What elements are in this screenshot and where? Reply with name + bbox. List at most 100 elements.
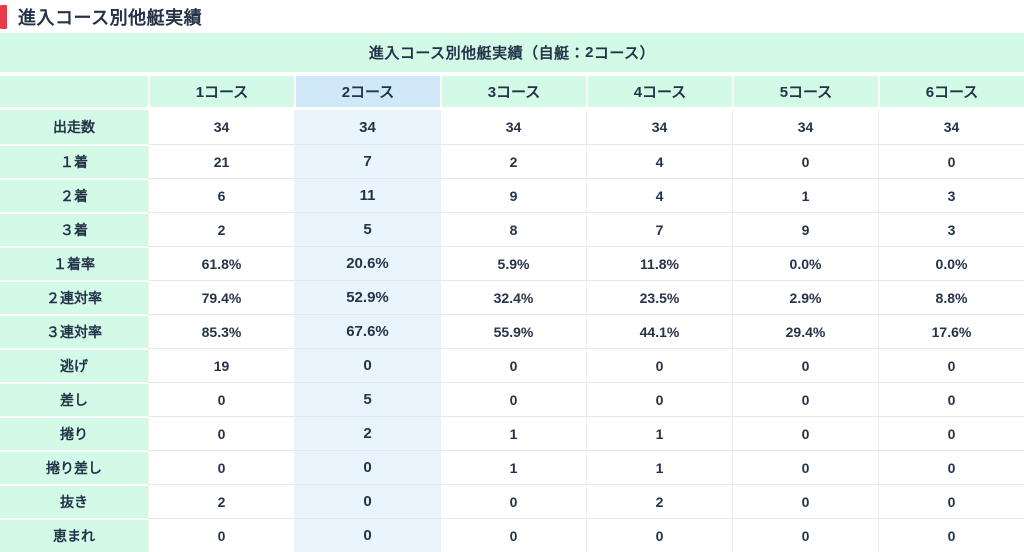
cell-course3-second-place: 9 bbox=[440, 178, 586, 212]
cell-course4-starts: 34 bbox=[586, 110, 732, 144]
cell-course5-makuri: 0 bbox=[732, 416, 878, 450]
row-label-megumare: 恵まれ bbox=[0, 518, 148, 552]
course-results-table: 1コース 2コース 3コース 4コース 5コース 6コース 出走数 34 34 34 34 34 34… bbox=[0, 76, 1024, 552]
table-row-sashi: 差し 0 5 0 0 0 0 bbox=[0, 382, 1024, 416]
cell-course1-win-rate: 61.8% bbox=[148, 246, 294, 280]
cell-course4-win-rate: 11.8% bbox=[586, 246, 732, 280]
cell-course2-makuri: 2 bbox=[294, 416, 440, 450]
cell-course6-nuki: 0 bbox=[878, 484, 1024, 518]
cell-course3-makuri: 1 bbox=[440, 416, 586, 450]
page-header: 進入コース別他艇実績 bbox=[0, 0, 1024, 33]
row-label-third-place: ３着 bbox=[0, 212, 148, 246]
accent-bar-icon bbox=[0, 4, 7, 29]
cell-course3-win-rate: 5.9% bbox=[440, 246, 586, 280]
cell-course1-makuri: 0 bbox=[148, 416, 294, 450]
cell-course2-makurizashi: 0 bbox=[294, 450, 440, 484]
cell-course2-second-place: 11 bbox=[294, 178, 440, 212]
banner-title-suffix: コース） bbox=[593, 45, 656, 62]
table-head: 1コース 2コース 3コース 4コース 5コース 6コース bbox=[0, 76, 1024, 110]
banner-title-prefix: 進入コース別他艇実績（自艇： bbox=[368, 45, 586, 62]
cell-course1-top2-rate: 79.4% bbox=[148, 280, 294, 314]
cell-course1-third-place: 2 bbox=[148, 212, 294, 246]
cell-course6-makurizashi: 0 bbox=[878, 450, 1024, 484]
cell-course1-first-place: 21 bbox=[148, 144, 294, 178]
cell-course3-makurizashi: 1 bbox=[440, 450, 586, 484]
cell-course3-third-place: 8 bbox=[440, 212, 586, 246]
cell-course6-win-rate: 0.0% bbox=[878, 246, 1024, 280]
cell-course1-sashi: 0 bbox=[148, 382, 294, 416]
cell-course4-top2-rate: 23.5% bbox=[586, 280, 732, 314]
row-label-top2-rate: ２連対率 bbox=[0, 280, 148, 314]
cell-course1-second-place: 6 bbox=[148, 178, 294, 212]
column-header-course3: 3コース bbox=[440, 76, 586, 110]
banner-self-course: 2 bbox=[585, 44, 594, 61]
cell-course2-sashi: 5 bbox=[294, 382, 440, 416]
cell-course5-nige: 0 bbox=[732, 348, 878, 382]
cell-course4-nuki: 2 bbox=[586, 484, 732, 518]
cell-course2-megumare: 0 bbox=[294, 518, 440, 552]
cell-course6-top2-rate: 8.8% bbox=[878, 280, 1024, 314]
cell-course6-second-place: 3 bbox=[878, 178, 1024, 212]
cell-course2-starts: 34 bbox=[294, 110, 440, 144]
column-header-course2: 2コース bbox=[294, 76, 440, 110]
cell-course3-top3-rate: 55.9% bbox=[440, 314, 586, 348]
cell-course1-starts: 34 bbox=[148, 110, 294, 144]
cell-course6-top3-rate: 17.6% bbox=[878, 314, 1024, 348]
row-label-first-place: １着 bbox=[0, 144, 148, 178]
table-header-row: 1コース 2コース 3コース 4コース 5コース 6コース bbox=[0, 76, 1024, 110]
cell-course5-starts: 34 bbox=[732, 110, 878, 144]
row-label-nige: 逃げ bbox=[0, 348, 148, 382]
table-row-nige: 逃げ 19 0 0 0 0 0 bbox=[0, 348, 1024, 382]
cell-course2-nuki: 0 bbox=[294, 484, 440, 518]
cell-course4-nige: 0 bbox=[586, 348, 732, 382]
cell-course6-starts: 34 bbox=[878, 110, 1024, 144]
cell-course2-first-place: 7 bbox=[294, 144, 440, 178]
cell-course4-makuri: 1 bbox=[586, 416, 732, 450]
cell-course3-nuki: 0 bbox=[440, 484, 586, 518]
corner-header-cell bbox=[0, 76, 148, 110]
row-label-sashi: 差し bbox=[0, 382, 148, 416]
cell-course4-megumare: 0 bbox=[586, 518, 732, 552]
column-header-course6: 6コース bbox=[878, 76, 1024, 110]
table-row-starts: 出走数 34 34 34 34 34 34 bbox=[0, 110, 1024, 144]
cell-course5-second-place: 1 bbox=[732, 178, 878, 212]
cell-course6-sashi: 0 bbox=[878, 382, 1024, 416]
cell-course1-nuki: 2 bbox=[148, 484, 294, 518]
cell-course5-megumare: 0 bbox=[732, 518, 878, 552]
table-body: 出走数 34 34 34 34 34 34 １着 21 7 2 4 0 0 ２着 6 11 9 4 1 3 ３着 2 5 8 7 9… bbox=[0, 110, 1024, 552]
cell-course6-makuri: 0 bbox=[878, 416, 1024, 450]
column-header-course1: 1コース bbox=[148, 76, 294, 110]
table-row-third-place: ３着 2 5 8 7 9 3 bbox=[0, 212, 1024, 246]
table-row-win-rate: １着率 61.8% 20.6% 5.9% 11.8% 0.0% 0.0% bbox=[0, 246, 1024, 280]
row-label-top3-rate: ３連対率 bbox=[0, 314, 148, 348]
cell-course3-sashi: 0 bbox=[440, 382, 586, 416]
row-label-starts: 出走数 bbox=[0, 110, 148, 144]
cell-course5-win-rate: 0.0% bbox=[732, 246, 878, 280]
cell-course5-third-place: 9 bbox=[732, 212, 878, 246]
table-row-first-place: １着 21 7 2 4 0 0 bbox=[0, 144, 1024, 178]
table-caption-banner: 進入コース別他艇実績（自艇： 2 コース） bbox=[0, 33, 1024, 72]
cell-course5-top2-rate: 2.9% bbox=[732, 280, 878, 314]
cell-course6-megumare: 0 bbox=[878, 518, 1024, 552]
table-row-top2-rate: ２連対率 79.4% 52.9% 32.4% 23.5% 2.9% 8.8% bbox=[0, 280, 1024, 314]
table-row-makuri: 捲り 0 2 1 1 0 0 bbox=[0, 416, 1024, 450]
cell-course1-nige: 19 bbox=[148, 348, 294, 382]
cell-course5-sashi: 0 bbox=[732, 382, 878, 416]
cell-course5-top3-rate: 29.4% bbox=[732, 314, 878, 348]
cell-course1-megumare: 0 bbox=[148, 518, 294, 552]
cell-course2-top3-rate: 67.6% bbox=[294, 314, 440, 348]
cell-course5-makurizashi: 0 bbox=[732, 450, 878, 484]
cell-course5-nuki: 0 bbox=[732, 484, 878, 518]
cell-course4-top3-rate: 44.1% bbox=[586, 314, 732, 348]
cell-course5-first-place: 0 bbox=[732, 144, 878, 178]
cell-course3-top2-rate: 32.4% bbox=[440, 280, 586, 314]
row-label-makuri: 捲り bbox=[0, 416, 148, 450]
cell-course1-makurizashi: 0 bbox=[148, 450, 294, 484]
cell-course6-nige: 0 bbox=[878, 348, 1024, 382]
table-row-top3-rate: ３連対率 85.3% 67.6% 55.9% 44.1% 29.4% 17.6% bbox=[0, 314, 1024, 348]
cell-course6-third-place: 3 bbox=[878, 212, 1024, 246]
cell-course3-starts: 34 bbox=[440, 110, 586, 144]
cell-course3-nige: 0 bbox=[440, 348, 586, 382]
table-row-nuki: 抜き 2 0 0 2 0 0 bbox=[0, 484, 1024, 518]
column-header-course4: 4コース bbox=[586, 76, 732, 110]
